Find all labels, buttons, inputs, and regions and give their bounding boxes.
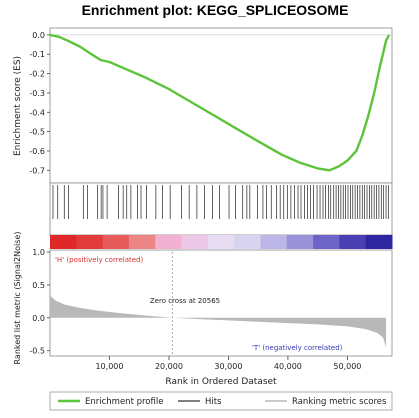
heatmap-cell	[102, 235, 130, 249]
x-tick-label: 30,000	[214, 362, 242, 371]
heatmap-cell	[76, 235, 104, 249]
es-y-tick-label: 0.0	[32, 31, 45, 40]
legend-label: Ranking metric scores	[292, 397, 387, 407]
es-y-tick-label: -0.2	[29, 70, 45, 79]
legend: Enrichment profile Hits Ranking metric sco…	[49, 391, 393, 411]
chart-title: Enrichment plot: KEGG_SPLICEOSOME	[82, 2, 349, 18]
heatmap-cell	[313, 235, 340, 249]
heatmap-cell	[181, 235, 209, 249]
legend-label: Enrichment profile	[85, 397, 163, 407]
es-axis-label: Enrichment score (ES)	[13, 56, 23, 156]
heatmap-cell	[50, 235, 77, 249]
ranked-y-tick-label: 1.0	[32, 248, 45, 257]
ranked-y-tick-label: 0.5	[32, 281, 45, 290]
es-y-tick-label: -0.5	[29, 128, 45, 137]
heatmap-cell	[128, 235, 156, 249]
ranked-panel-frame	[49, 249, 393, 357]
heatmap-cell	[286, 235, 314, 249]
x-tick-label: 40,000	[274, 362, 302, 371]
ranked-y-tick-label: -0.5	[29, 347, 45, 356]
x-tick-label: 20,000	[155, 362, 183, 371]
heatmap-cell	[155, 235, 183, 249]
ranking-metric-area	[50, 295, 387, 348]
x-axis: 10,000 20,000 30,000 40,000 50,000	[95, 356, 361, 371]
legend-label: Hits	[205, 397, 222, 407]
es-panel: 0.0 -0.1 -0.2 -0.3 -0.4 -0.5 -0.6 -0.7 Enrichme…	[13, 27, 393, 184]
x-tick-label: 50,000	[333, 362, 361, 371]
enrichment-profile-line	[49, 33, 391, 172]
hits-panel	[49, 182, 393, 249]
ranked-panel: 1.0 0.5 0.0 -0.5 'H' (positively correlated…	[13, 232, 393, 365]
zero-cross-label: Zero cross at 20565	[150, 297, 220, 305]
ranked-y-tick-label: 0.0	[32, 314, 45, 323]
heatmap-cell	[260, 235, 288, 249]
es-y-tick-label: -0.3	[29, 89, 45, 98]
x-tick-label: 10,000	[95, 362, 123, 371]
es-panel-frame	[49, 27, 393, 184]
heatmap-cell	[339, 235, 367, 249]
heatmap-cell	[234, 235, 261, 249]
legend-frame	[49, 391, 393, 411]
positive-label: 'H' (positively correlated)	[55, 256, 143, 264]
es-y-tick-label: -0.6	[29, 147, 45, 156]
es-y-tick-label: -0.1	[29, 50, 45, 59]
heatmap-cell	[365, 235, 393, 249]
x-axis-label: Rank in Ordered Dataset	[165, 377, 277, 387]
negative-label: 'T' (negatively correlated)	[252, 344, 343, 352]
es-y-tick-label: -0.7	[29, 166, 45, 175]
es-y-tick-label: -0.4	[29, 108, 45, 117]
heatmap-cell	[207, 235, 235, 249]
ranked-axis-label: Ranked list metric (Signal2Noise)	[13, 232, 22, 365]
